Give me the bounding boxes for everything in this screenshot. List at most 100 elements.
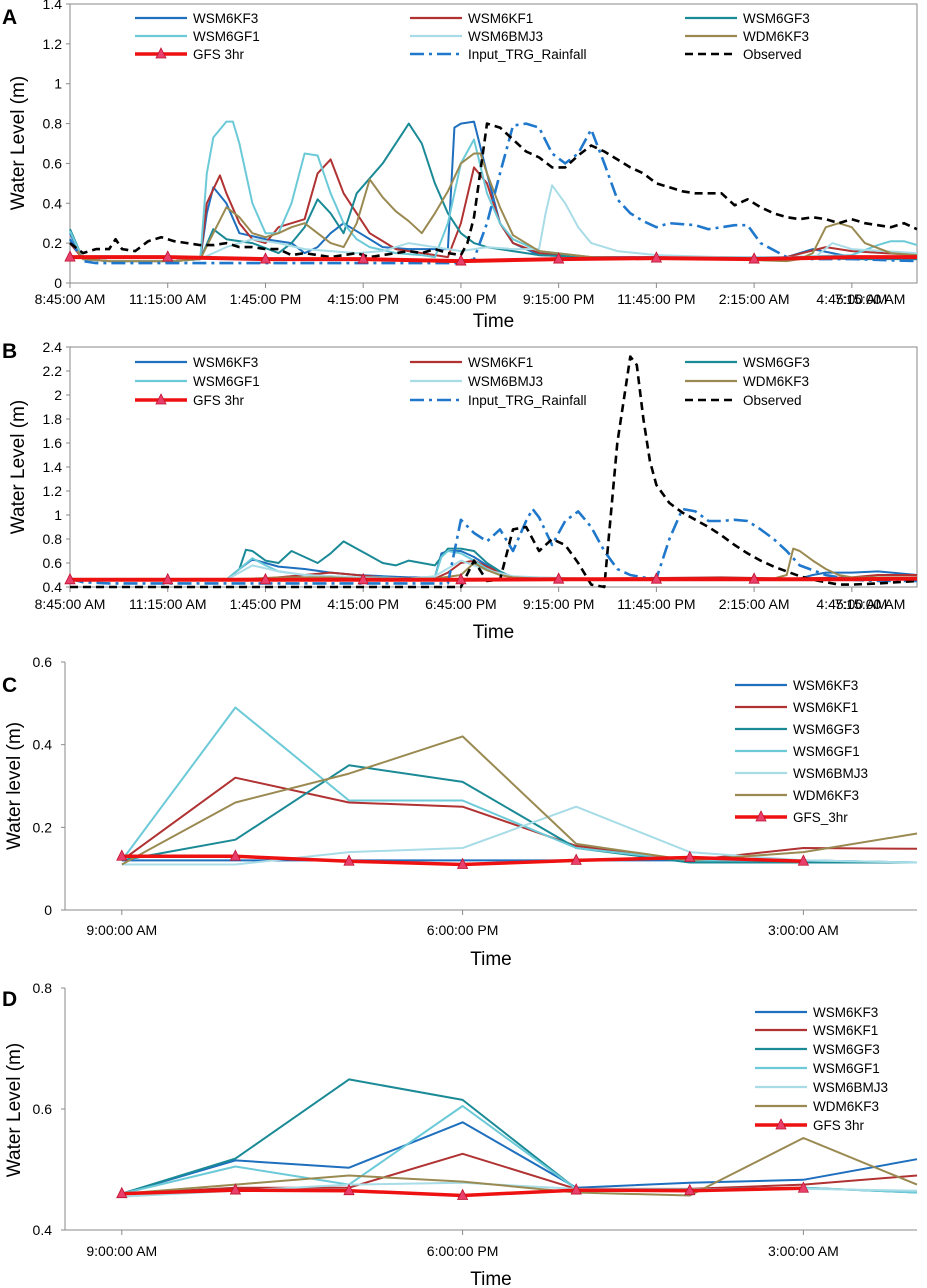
y-tick-label: 0.4 bbox=[33, 737, 53, 753]
gfs-marker-point bbox=[553, 572, 565, 584]
series-line-input-trg-rainfall bbox=[68, 122, 918, 265]
x-tick-label: 11:45:00 PM bbox=[617, 291, 695, 307]
legend-label: WSM6KF1 bbox=[468, 11, 533, 26]
legend-label: WSM6KF3 bbox=[793, 678, 858, 693]
legend-label: WSM6GF3 bbox=[813, 1042, 880, 1057]
x-tick-label: 11:45:00 PM bbox=[617, 596, 695, 612]
gfs-marker-point bbox=[684, 1183, 696, 1196]
y-tick-label: 1.4 bbox=[43, 0, 63, 12]
y-tick-label: 0.6 bbox=[33, 654, 53, 670]
gfs-marker-point bbox=[570, 853, 582, 865]
panel-label: C bbox=[2, 674, 17, 697]
gfs-marker-point bbox=[455, 572, 467, 585]
x-tick-label: 4:45:00 AM bbox=[816, 596, 887, 612]
legend-marker bbox=[755, 810, 767, 822]
gfs-marker-point bbox=[570, 1183, 582, 1195]
series-line-input-trg-rainfall bbox=[69, 507, 917, 585]
y-tick-label: 0.4 bbox=[43, 195, 63, 211]
gfs-marker-point bbox=[748, 572, 760, 584]
x-tick-label: 11:15:00 AM bbox=[129, 596, 207, 612]
x-axis-label: Time bbox=[473, 622, 515, 643]
x-tick-label: 9:15:00 PM bbox=[523, 291, 595, 307]
x-tick-label: 4:15:00 PM bbox=[327, 596, 399, 612]
series-line-wsm6gf3 bbox=[121, 764, 917, 864]
legend-label: WSM6KF3 bbox=[193, 11, 258, 26]
legend-label: WSM6GF3 bbox=[793, 722, 860, 737]
gfs-marker-point bbox=[748, 252, 760, 264]
series-line-observed bbox=[70, 355, 918, 589]
gfs-marker-point bbox=[229, 849, 242, 861]
x-axis-label: Time bbox=[470, 1269, 512, 1288]
gfs-marker-point bbox=[64, 250, 76, 262]
gfs-marker-point bbox=[162, 572, 174, 585]
x-tick-label: 4:45:00 AM bbox=[816, 291, 887, 307]
panel-d-chart: D 0.4 0.6 0.8 9:00:00 AM 6:00:00 PM 3:00:00 AM… bbox=[2, 980, 918, 1288]
legend-label: WSM6KF1 bbox=[468, 355, 533, 370]
gfs-marker-point bbox=[797, 1181, 810, 1193]
x-tick-label: 9:00:00 AM bbox=[86, 1243, 157, 1259]
series-line-gfs bbox=[70, 576, 918, 582]
y-tick-label: 1.4 bbox=[43, 459, 63, 475]
panel-a-chart: A 0 0.2 0.4 0.6 0.8 1 1.2 1.4 8:45:00 AM 11:15:00 … bbox=[2, 0, 918, 332]
panel-label: D bbox=[2, 988, 17, 1011]
y-tick-label: 2.2 bbox=[43, 363, 63, 379]
x-tick-label: 3:00:00 AM bbox=[768, 922, 839, 938]
gfs-marker-point bbox=[259, 252, 272, 264]
series-line-wsm6gf3 bbox=[121, 1078, 918, 1195]
y-tick-label: 0.4 bbox=[33, 1222, 53, 1238]
y-tick-label: 2.4 bbox=[43, 339, 63, 355]
y-tick-label: 1.6 bbox=[43, 435, 63, 451]
legend-label: WSM6GF3 bbox=[743, 11, 810, 26]
legend-label: GFS_3hr bbox=[793, 810, 848, 825]
y-tick-label: 0.6 bbox=[33, 1101, 53, 1117]
y-tick-label: 1.2 bbox=[43, 483, 63, 499]
series-line-wsm6kf3 bbox=[121, 1121, 918, 1195]
legend-label: WDM6KF3 bbox=[813, 1099, 879, 1114]
y-axis-label: Water Level (m) bbox=[4, 1043, 25, 1177]
x-tick-label: 2:15:00 AM bbox=[719, 596, 790, 612]
legend-label: WSM6BMJ3 bbox=[793, 766, 868, 781]
x-tick-label: 11:15:00 AM bbox=[129, 291, 207, 307]
y-tick-label: 0.8 bbox=[33, 980, 53, 996]
y-tick-label: 0.6 bbox=[43, 155, 63, 171]
legend-label: WDM6KF3 bbox=[743, 29, 809, 44]
panel-label: B bbox=[2, 340, 17, 363]
legend-label: WSM6GF1 bbox=[793, 744, 860, 759]
x-tick-label: 7:15:00 AM bbox=[835, 596, 906, 612]
x-tick-label: 8:45:00 AM bbox=[35, 291, 106, 307]
panel-b-chart: B 0.4 0.6 0.8 1 1.2 1.4 1.6 1.8 2 2.2 2.4 8:45:00 AM… bbox=[2, 339, 918, 643]
legend-label: WSM6GF1 bbox=[193, 374, 260, 389]
gfs-marker-point bbox=[343, 854, 355, 866]
legend-label: WSM6GF3 bbox=[743, 355, 810, 370]
gfs-marker-point bbox=[455, 254, 467, 266]
y-tick-label: 2 bbox=[54, 387, 62, 403]
gfs-marker-point bbox=[684, 850, 696, 862]
series-line-wsm6kf1 bbox=[121, 1152, 918, 1195]
y-tick-label: 0.8 bbox=[43, 116, 63, 132]
y-tick-label: 0.8 bbox=[43, 531, 63, 547]
gfs-marker-point bbox=[650, 572, 663, 584]
x-tick-label: 6:00:00 PM bbox=[427, 1243, 499, 1259]
legend-label: WSM6BMJ3 bbox=[468, 29, 543, 44]
legend-marker bbox=[775, 1118, 787, 1130]
x-tick-label: 3:00:00 AM bbox=[768, 1243, 839, 1259]
x-tick-label: 8:45:00 AM bbox=[35, 596, 106, 612]
y-tick-label: 0 bbox=[54, 275, 62, 291]
gfs-marker-point bbox=[357, 572, 369, 585]
legend-label: WSM6KF1 bbox=[793, 700, 858, 715]
legend-label: WSM6BMJ3 bbox=[813, 1080, 888, 1095]
x-tick-label: 1:45:00 PM bbox=[230, 596, 302, 612]
y-tick-label: 0.4 bbox=[43, 579, 63, 595]
panel-c-chart: C 0 0.2 0.4 0.6 9:00:00 AM 6:00:00 PM 3:00:00 A… bbox=[2, 654, 918, 970]
gfs-marker-point bbox=[553, 252, 565, 264]
legend-label: WSM6GF1 bbox=[193, 29, 260, 44]
series-line-wdm6kf3 bbox=[121, 735, 918, 866]
x-axis-label: Time bbox=[470, 949, 512, 970]
legend-marker bbox=[155, 47, 167, 59]
gfs-marker-point bbox=[343, 1183, 355, 1196]
series-line-wdm6kf3 bbox=[121, 1137, 918, 1197]
gfs-marker-point bbox=[650, 251, 663, 263]
y-tick-label: 1 bbox=[54, 76, 62, 92]
y-tick-label: 0.2 bbox=[43, 235, 63, 251]
x-tick-label: 6:45:00 PM bbox=[425, 291, 497, 307]
